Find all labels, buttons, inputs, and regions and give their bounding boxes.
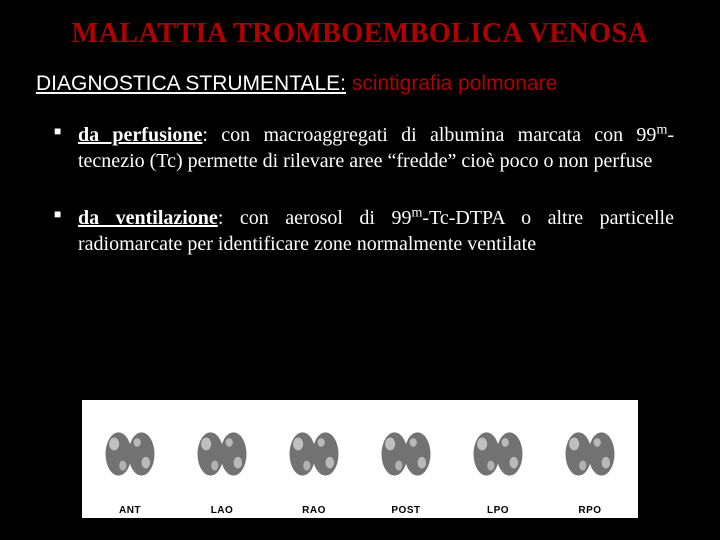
subtitle: DIAGNOSTICA STRUMENTALE: scintigrafia po… <box>36 72 684 96</box>
panel-label: LAO <box>211 505 234 516</box>
lung-icon <box>278 415 350 493</box>
list-item: da ventilazione: con aerosol di 99m-Tc-D… <box>78 205 674 258</box>
lung-image <box>268 404 360 503</box>
subtitle-rest: scintigrafia polmonare <box>346 72 557 95</box>
bullet-list: da perfusione: con macroaggregati di alb… <box>36 122 684 258</box>
lung-image <box>452 404 544 503</box>
lung-icon <box>554 415 626 493</box>
figure-panel: RAO <box>268 404 360 516</box>
lung-icon <box>94 415 166 493</box>
list-item: da perfusione: con macroaggregati di alb… <box>78 122 674 175</box>
lung-image <box>544 404 636 503</box>
panel-label: RAO <box>302 505 326 516</box>
panel-label: ANT <box>119 505 141 516</box>
figure-panel: POST <box>360 404 452 516</box>
figure-panel: LPO <box>452 404 544 516</box>
slide: MALATTIA TROMBOEMBOLICA VENOSA DIAGNOSTI… <box>0 0 720 540</box>
figure-panel: LAO <box>176 404 268 516</box>
lung-image <box>176 404 268 503</box>
figure-panel: ANT <box>84 404 176 516</box>
lung-image <box>84 404 176 503</box>
panel-label: POST <box>391 505 420 516</box>
bullet-term: da ventilazione <box>78 207 218 229</box>
scintigraphy-figure: ANT LAO RAO POST <box>82 400 638 518</box>
lung-image <box>360 404 452 503</box>
lung-icon <box>186 415 258 493</box>
panel-label: LPO <box>487 505 509 516</box>
panel-label: RPO <box>578 505 601 516</box>
page-title: MALATTIA TROMBOEMBOLICA VENOSA <box>36 18 684 50</box>
bullet-term: da perfusione <box>78 124 202 146</box>
figure-panel: RPO <box>544 404 636 516</box>
subtitle-underlined: DIAGNOSTICA STRUMENTALE: <box>36 72 346 95</box>
lung-icon <box>462 415 534 493</box>
lung-icon <box>370 415 442 493</box>
